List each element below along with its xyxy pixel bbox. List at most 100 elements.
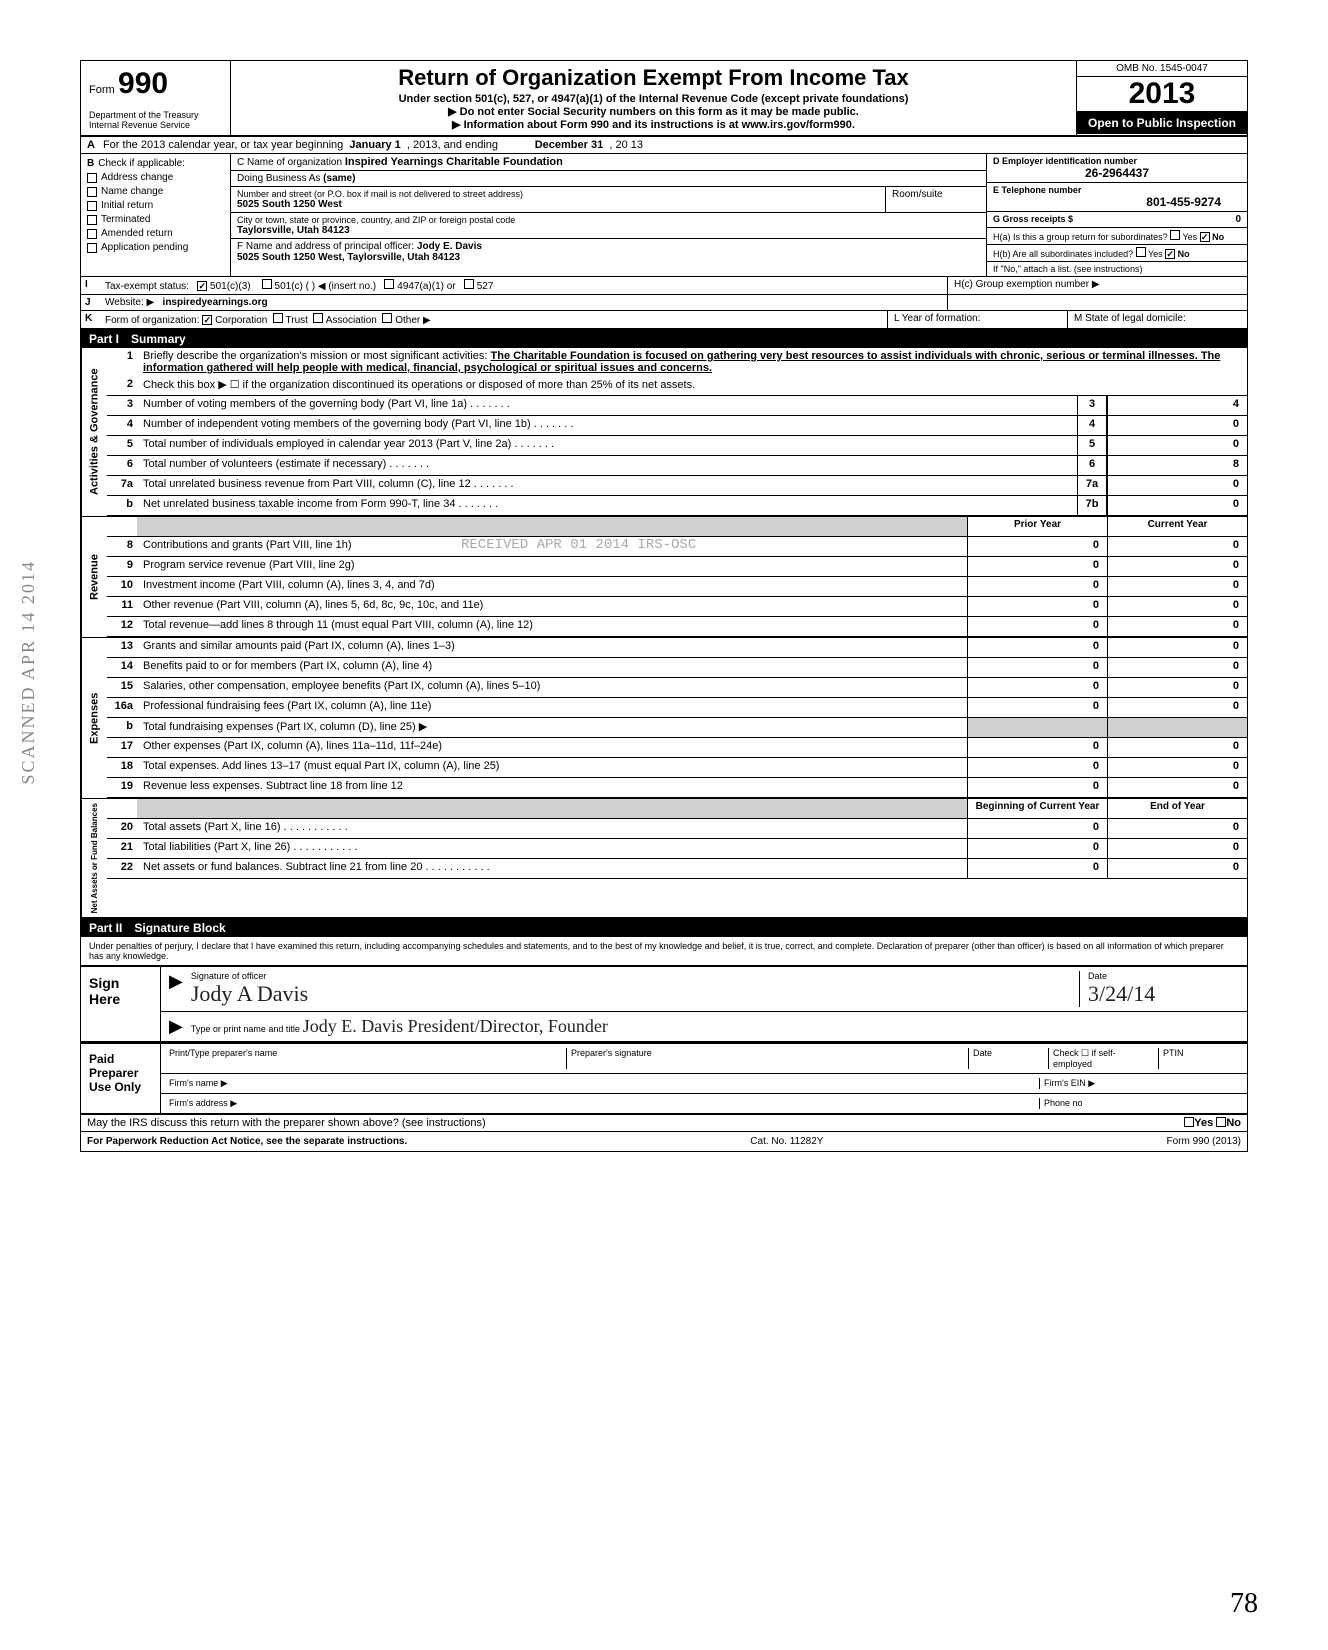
line-m: M State of legal domicile: — [1067, 311, 1247, 328]
current-year-header: Current Year — [1107, 517, 1247, 536]
line-k: K Form of organization: Corporation Trus… — [81, 311, 1247, 330]
box-d-ein: D Employer identification number 26-2964… — [987, 154, 1247, 183]
chk-501c[interactable] — [262, 279, 272, 289]
chk-527[interactable] — [464, 279, 474, 289]
chk-amended[interactable]: Amended return — [87, 228, 224, 239]
ha-yes-chk[interactable] — [1170, 230, 1180, 240]
sign-here-section: Sign Here ▶ Signature of officer Jody A … — [81, 966, 1247, 1043]
firm-addr: Firm's address ▶ — [169, 1098, 1039, 1109]
form-sub2: ▶ Do not enter Social Security numbers o… — [237, 105, 1070, 118]
prep-name-col: Print/Type preparer's name — [169, 1048, 567, 1069]
discuss-yes-chk[interactable] — [1184, 1117, 1194, 1127]
form-label: Form — [89, 84, 115, 96]
part1-header: Part I Summary — [81, 330, 1247, 348]
mission-label: Briefly describe the organization's miss… — [143, 350, 487, 362]
section-b-g: BCheck if applicable: Address change Nam… — [81, 154, 1247, 277]
dba-value: (same) — [323, 173, 355, 184]
dept-line1: Department of the Treasury — [89, 110, 199, 120]
form-sub3: ▶ Information about Form 990 and its ins… — [237, 118, 1070, 131]
dept-treasury: Department of the Treasury Internal Reve… — [89, 111, 199, 131]
officer-name: Jody E. Davis — [417, 241, 482, 252]
line-i-text: Tax-exempt status: — [105, 281, 189, 292]
phone-value: 801-455-9274 — [993, 195, 1241, 209]
revenue-section: Revenue Prior Year Current Year 8 Contri… — [81, 517, 1247, 638]
chk-other[interactable] — [382, 313, 392, 323]
chk-501c3[interactable] — [197, 281, 207, 291]
org-name-row: C Name of organization Inspired Yearning… — [231, 154, 986, 171]
line-a-prefix: For the 2013 calendar year, or tax year … — [103, 139, 343, 151]
discuss-no-chk[interactable] — [1216, 1117, 1226, 1127]
footer-left: For Paperwork Reduction Act Notice, see … — [87, 1136, 407, 1147]
exp-row-18: 18 Total expenses. Add lines 13–17 (must… — [107, 758, 1247, 778]
net-row-20: 20 Total assets (Part X, line 16) . . . … — [107, 819, 1247, 839]
rev-row-9: 9 Program service revenue (Part VIII, li… — [107, 557, 1247, 577]
box-e-phone: E Telephone number 801-455-9274 — [987, 183, 1247, 212]
col-d-e-g: D Employer identification number 26-2964… — [987, 154, 1247, 276]
city-label: City or town, state or province, country… — [237, 215, 980, 225]
line-j-right — [947, 295, 1247, 310]
open-to-public: Open to Public Inspection — [1077, 112, 1247, 134]
dba-label: Doing Business As — [237, 173, 320, 184]
ein-value: 26-2964437 — [993, 166, 1241, 180]
paid-preparer-section: Paid Preparer Use Only Print/Type prepar… — [81, 1043, 1247, 1115]
omb-number: OMB No. 1545-0047 — [1077, 61, 1247, 77]
begin-year-header: Beginning of Current Year — [967, 799, 1107, 818]
sig-officer-label: Signature of officer — [191, 971, 1079, 981]
exp-row-19: 19 Revenue less expenses. Subtract line … — [107, 778, 1247, 798]
form-subtitle: Under section 501(c), 527, or 4947(a)(1)… — [237, 93, 1070, 105]
scanned-stamp: SCANNED APR 14 2014 — [18, 560, 39, 785]
rev-row-12: 12 Total revenue—add lines 8 through 11 … — [107, 617, 1247, 637]
chk-address-change[interactable]: Address change — [87, 172, 224, 183]
col-c-org: C Name of organization Inspired Yearning… — [231, 154, 987, 276]
ha-label: H(a) Is this a group return for subordin… — [993, 232, 1168, 242]
box-hb-note: If "No," attach a list. (see instruction… — [987, 262, 1247, 276]
rev-row-10: 10 Investment income (Part VIII, column … — [107, 577, 1247, 597]
sig-name-value: Jody E. Davis President/Director, Founde… — [303, 1016, 608, 1036]
line-a-end: December 31 — [535, 139, 604, 151]
perjury-statement: Under penalties of perjury, I declare th… — [81, 937, 1247, 966]
prep-date-col: Date — [969, 1048, 1049, 1069]
exp-row-16a: 16a Professional fundraising fees (Part … — [107, 698, 1247, 718]
sig-arrow-icon: ▶ — [169, 971, 183, 1007]
part1-title: Summary — [131, 332, 186, 346]
expenses-section: Expenses 13 Grants and similar amounts p… — [81, 638, 1247, 799]
hb-no-chk[interactable] — [1165, 249, 1175, 259]
discuss-text: May the IRS discuss this return with the… — [87, 1117, 486, 1129]
part2-title: Signature Block — [134, 921, 225, 935]
firm-name: Firm's name ▶ — [169, 1078, 1039, 1089]
hb-label: H(b) Are all subordinates included? — [993, 249, 1133, 259]
footer-right: Form 990 (2013) — [1167, 1136, 1241, 1147]
gov-row-3: 3 Number of voting members of the govern… — [107, 396, 1247, 416]
line-a-begin: January 1 — [349, 139, 400, 151]
form-title: Return of Organization Exempt From Incom… — [237, 65, 1070, 91]
officer-addr: 5025 South 1250 West, Taylorsville, Utah… — [237, 252, 460, 263]
gov-row-6: 6 Total number of volunteers (estimate i… — [107, 456, 1247, 476]
line-a-label: A — [87, 139, 95, 151]
form-number: 990 — [118, 67, 168, 100]
chk-corp[interactable] — [202, 315, 212, 325]
gov-row-4: 4 Number of independent voting members o… — [107, 416, 1247, 436]
chk-assoc[interactable] — [313, 313, 323, 323]
footer-row: For Paperwork Reduction Act Notice, see … — [81, 1132, 1247, 1151]
prep-ptin-col: PTIN — [1159, 1048, 1239, 1069]
page-number-handwritten: 78 — [1230, 1588, 1258, 1620]
form-number-cell: Form 990 Department of the Treasury Inte… — [81, 61, 231, 135]
chk-terminated[interactable]: Terminated — [87, 214, 224, 225]
gov-row-7a: 7a Total unrelated business revenue from… — [107, 476, 1247, 496]
firm-ein: Firm's EIN ▶ — [1039, 1078, 1239, 1089]
hb-yes-chk[interactable] — [1136, 247, 1146, 257]
tax-year: 2013 — [1077, 77, 1247, 112]
box-hc: H(c) Group exemption number ▶ — [947, 277, 1247, 294]
governance-section: Activities & Governance 1 Briefly descri… — [81, 348, 1247, 517]
chk-4947[interactable] — [384, 279, 394, 289]
chk-application-pending[interactable]: Application pending — [87, 242, 224, 253]
chk-initial-return[interactable]: Initial return — [87, 200, 224, 211]
ha-no-chk[interactable] — [1200, 232, 1210, 242]
part2-header: Part II Signature Block — [81, 919, 1247, 937]
part1-label: Part I — [89, 332, 119, 346]
firm-phone: Phone no — [1039, 1098, 1239, 1109]
chk-name-change[interactable]: Name change — [87, 186, 224, 197]
line-k-label: K — [81, 311, 99, 328]
dba-row: Doing Business As (same) — [231, 171, 986, 187]
chk-trust[interactable] — [273, 313, 283, 323]
